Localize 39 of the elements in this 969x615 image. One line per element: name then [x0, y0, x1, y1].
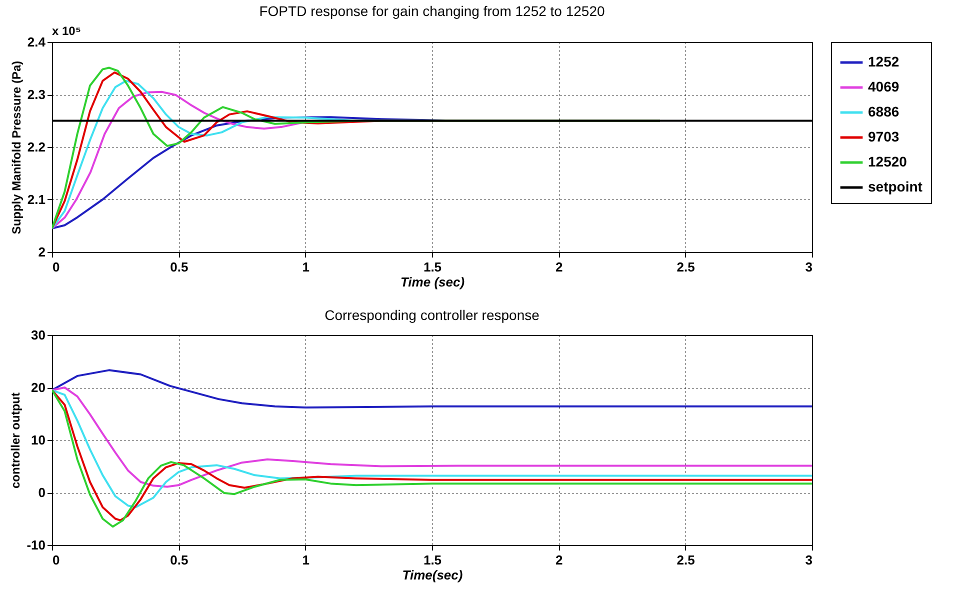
x-tick-label: 2.5: [676, 260, 695, 274]
x-tick-label: 0: [52, 260, 60, 274]
y-tick-label: 2: [38, 244, 46, 260]
y-tick-label: 2.4: [27, 34, 46, 50]
y-tick-label: 30: [31, 328, 46, 342]
x-tick-label: 2: [556, 552, 563, 568]
y-tick-label: 2.1: [27, 192, 46, 207]
x-tick-label: 1: [302, 552, 310, 568]
text: x 10⁵: [52, 24, 81, 38]
legend-label: 12520: [868, 154, 908, 170]
line-series: [52, 369, 812, 408]
y-axis-title: controller output: [8, 392, 23, 488]
x-tick-label: 0: [52, 552, 60, 568]
x-axis-title: Time(sec): [402, 568, 463, 582]
x-tick-label: 1.5: [423, 260, 442, 274]
y-tick-label: 2.3: [27, 87, 46, 102]
x-tick-label: 3: [805, 552, 812, 568]
x-tick-label: 3: [805, 260, 812, 274]
x-axis-title: Time (sec): [400, 274, 465, 290]
x-tick-label: 0.5: [170, 260, 188, 274]
x-tick-label: 1.5: [423, 552, 442, 568]
legend-label: 1252: [868, 54, 900, 70]
x-tick-label: 2: [556, 260, 563, 274]
chart-title: Corresponding controller response: [324, 307, 540, 323]
y-tick-label: 20: [31, 380, 46, 395]
y-tick-label: 0: [38, 485, 46, 500]
chart-title: FOPTD response for gain changing from 1252 to 12520: [259, 3, 605, 19]
legend-label: 6886: [868, 104, 900, 120]
x-tick-label: 1: [302, 260, 310, 274]
y-axis-title: Supply Manifold Pressure (Pa): [9, 60, 24, 234]
y-tick-label: 2.2: [27, 140, 46, 154]
legend-label: 4069: [868, 78, 900, 94]
y-tick-label: 10: [31, 432, 46, 448]
y-tick-label: -10: [26, 538, 46, 552]
legend-label: 9703: [868, 128, 900, 144]
legend-label: setpoint: [868, 178, 923, 194]
x-tick-label: 0.5: [170, 552, 188, 568]
x-tick-label: 2.5: [676, 552, 695, 568]
line-series: [52, 386, 812, 488]
